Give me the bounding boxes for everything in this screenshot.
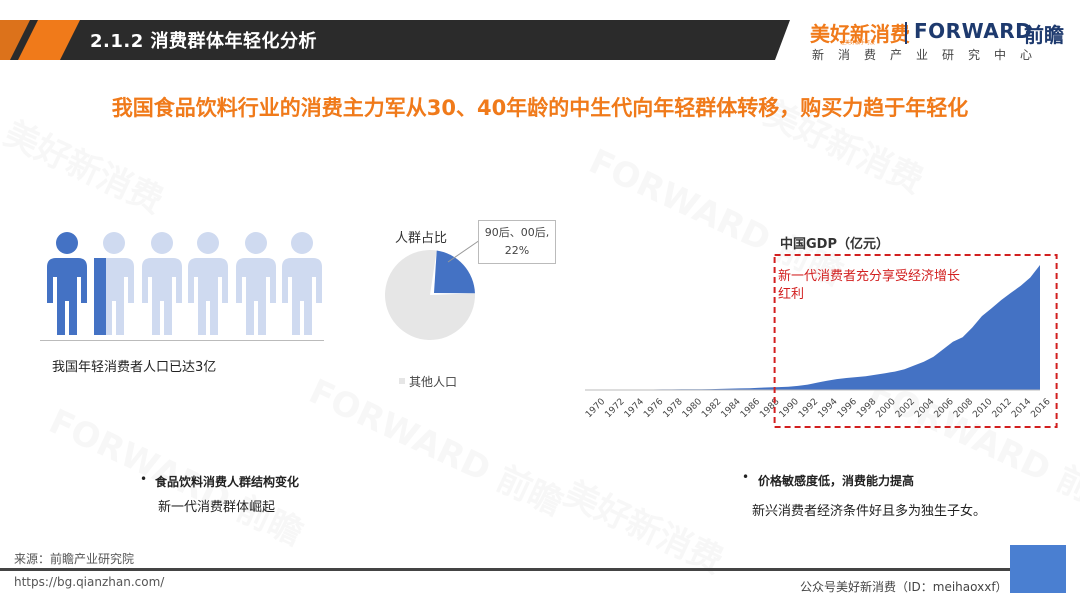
gdp-tick-label: 1972 [603,397,626,420]
person-icon [142,232,182,335]
gdp-chart-title: 中国GDP（亿元） [780,237,889,252]
pie-legend-marker [399,378,405,384]
gdp-tick-label: 1998 [855,397,878,420]
pie-callout: 90后、00后, 22% [478,220,556,264]
bullet-title: 价格敏感度低，消费能力提高 [758,474,915,488]
brand-subtitle: 新消费产业研究中心 [812,48,1047,62]
header-bar [0,20,790,60]
bullet-marker: • [742,470,750,484]
gdp-tick-label: 1990 [778,397,801,420]
gdp-tick-label: 2002 [894,397,917,420]
brand-logo-en-cn: 前瞻 [1024,23,1064,47]
watermark: 美好新消费 [0,113,170,222]
footer-accent-box [1010,545,1066,593]
people-icons [47,232,322,335]
gdp-tick-label: 1984 [720,397,743,420]
source-url[interactable]: https://bg.qianzhan.com/ [14,575,165,589]
bullet-marker: • [140,472,148,486]
gdp-tick-label: 2014 [1010,397,1033,420]
person-icon [188,232,228,335]
gdp-tick-label: 1978 [661,397,684,420]
pie-callout-line2: 22% [504,244,530,257]
gdp-tick-label: 2008 [952,397,975,420]
person-icon [282,232,322,335]
brand-tagline: 让美好触手可及 [840,40,876,46]
person-partial-highlight [94,258,106,335]
brand-logo-cn: 美好新消费 [810,22,910,46]
person-icon [236,232,276,335]
brand-divider [905,22,907,44]
gdp-highlight-box [773,254,1058,428]
gdp-tick-label: 2016 [1029,397,1052,420]
gdp-annotation: 新一代消费者充分享受经济增长 红利 [778,268,978,304]
gdp-tick-label: 1992 [797,397,820,420]
watermark: 美好新消费 [558,473,730,582]
gdp-tick-label: 1994 [816,397,839,420]
bullet-title: 食品饮料消费人群结构变化 [155,475,300,489]
gdp-tick-label: 1982 [700,397,723,420]
pie-chart [385,239,481,340]
headline: 我国食品饮料行业的消费主力军从30、40年龄的中生代向年轻群体转移，购买力趋于年… [111,96,969,120]
pie-slice-young [434,250,475,294]
gdp-tick-label: 1976 [642,397,665,420]
gdp-tick-label: 1988 [758,397,781,420]
people-divider [40,340,324,341]
gdp-annotation-line1: 新一代消费者充分享受经济增长 [778,269,961,284]
pie-callout-leader [447,239,481,263]
gdp-tick-label: 1980 [681,397,704,420]
source-note: 来源：前瞻产业研究院 [14,552,135,566]
gdp-tick-label: 2012 [991,397,1014,420]
section-title: 2.1.2 消费群体年轻化分析 [90,31,318,52]
pie-title: 人群占比 [395,231,448,246]
bullet-text: 新兴消费者经济条件好且多为独生子女。 [752,504,987,519]
pie-legend-label: 其他人口 [409,375,458,389]
pie-slice-other [385,250,475,340]
bullet-text: 新一代消费群体崛起 [158,500,276,515]
gdp-tick-label: 2006 [933,397,956,420]
gdp-tick-label: 1986 [739,397,762,420]
gdp-tick-label: 2004 [913,397,936,420]
pie-callout-line1: 90后、00后, [484,226,550,239]
gdp-tick-label: 2010 [971,397,994,420]
gdp-tick-label: 1996 [836,397,859,420]
gdp-chart: 1970197219741976197819801982198419861988… [584,254,1058,428]
wechat-id: 公众号美好新消费（ID：meihaoxxf） [800,580,1008,594]
gdp-annotation-line2: 红利 [778,287,805,302]
gdp-tick-label: 2000 [874,397,897,420]
person-icon [47,232,87,335]
gdp-tick-label: 1974 [623,397,646,420]
people-caption: 我国年轻消费者人口已达3亿 [52,360,217,375]
gdp-area-series [585,265,1040,390]
footer-divider [0,568,1010,571]
gdp-tick-label: 1970 [584,397,607,420]
brand-logo-en: FORWARD [914,19,1033,43]
